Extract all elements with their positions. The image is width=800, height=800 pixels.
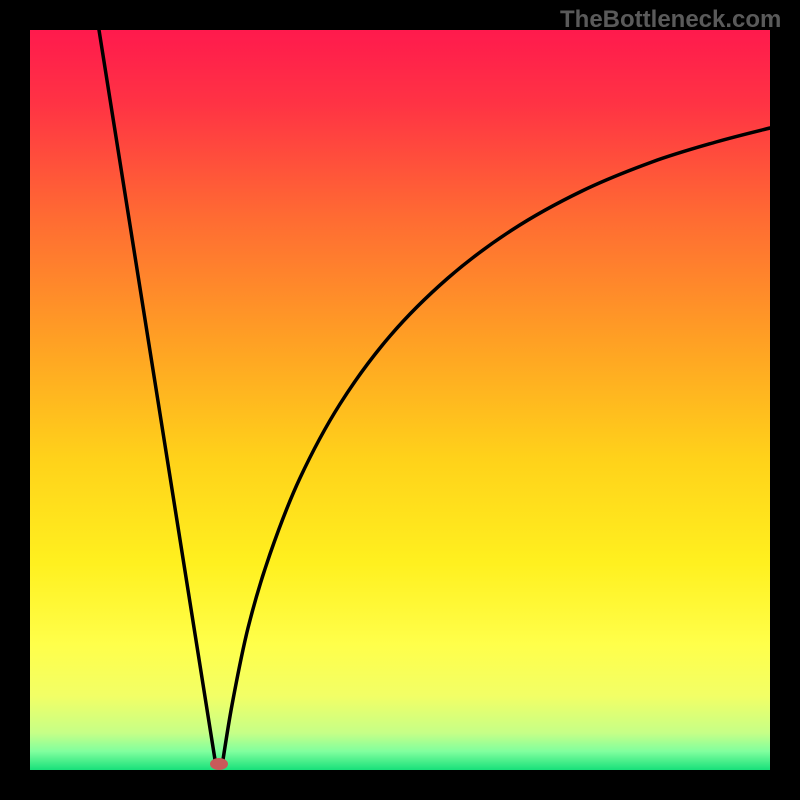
chart-container: TheBottleneck.com	[0, 0, 800, 800]
attribution-text: TheBottleneck.com	[560, 6, 781, 34]
plot-area	[30, 30, 770, 770]
